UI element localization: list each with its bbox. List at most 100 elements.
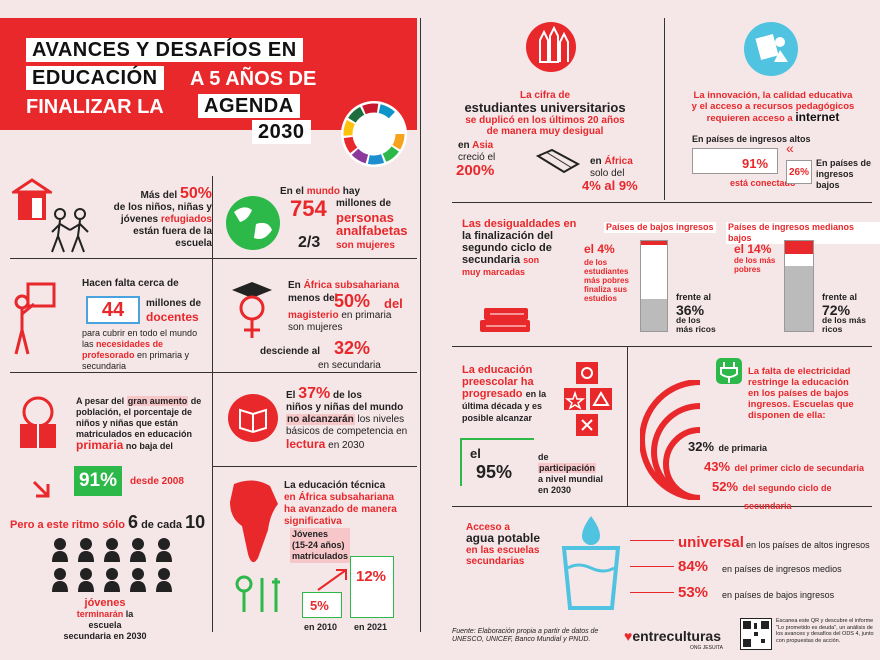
title-line4: 2030 (252, 120, 311, 144)
divider (452, 346, 872, 347)
preschool-text: de (538, 452, 549, 462)
teachers-t3: docentes (146, 310, 199, 324)
teachers-desc: para cubrir en todo el mundo las necesid… (82, 328, 210, 372)
tech-bar-2010 (302, 592, 342, 618)
internet-t6: está conectado (730, 178, 796, 188)
primary-text: no baja del (125, 441, 173, 451)
footer-brand-text: entreculturas (632, 628, 722, 644)
africa-t3: menos del (288, 293, 338, 304)
university-text: creció el (458, 152, 496, 163)
secondary-low-title: Países de bajos ingresos (604, 222, 716, 233)
refugees-pct: 50% (179, 185, 212, 202)
title-line1: AVANCES Y DESAFÍOS EN (26, 38, 303, 62)
technical-text: (15-24 años) (292, 540, 345, 550)
tech-bar-2021 (350, 555, 394, 618)
africa-t4: del (384, 296, 403, 311)
preschool-text: La educación (462, 364, 533, 376)
person-icon (128, 536, 148, 562)
primary-text: de cada (141, 519, 183, 531)
technical-text: La (284, 480, 296, 491)
technical-text: Jóvenes (292, 529, 329, 539)
internet-text: bajos (816, 180, 840, 190)
qr-code-icon[interactable] (740, 618, 772, 650)
arrow-down-icon (32, 480, 50, 498)
primary-number: 6 (128, 512, 139, 532)
water-l1: en los países de altos ingresos (746, 540, 870, 550)
water-glass-icon (561, 516, 621, 610)
electricity-row3: 52% del segundo ciclo de secundaria (712, 478, 832, 514)
trend-arrow-icon (317, 569, 347, 591)
africa-text: en primaria (341, 310, 392, 321)
preschool-text: última década y es (462, 401, 543, 411)
university-pct: 200% (456, 162, 495, 179)
reading-pct: 37% (298, 385, 331, 402)
footer-source: Fuente: Elaboración propia a partir de d… (452, 628, 599, 643)
university-text: en (458, 140, 470, 151)
building-blocks-icon (564, 362, 612, 436)
secondary-low-rich-t1: frente al (676, 292, 712, 302)
secondary-text: segundo ciclo de (462, 242, 552, 254)
chevron-left-icon: « (786, 140, 794, 156)
teachers-t1: Hacen falta cerca de (82, 278, 179, 289)
technical-text: educación técnica (298, 480, 386, 491)
person-icon (154, 536, 174, 562)
electricity-text: electricidad (797, 366, 851, 377)
africa-teachers-text: En África subsahariana (288, 280, 414, 292)
teachers-text: en primaria y (137, 350, 190, 360)
secondary-low-rich-fill (641, 298, 667, 331)
preschool-text: ha (520, 376, 534, 388)
university-africa: en África solo del (590, 156, 633, 180)
internet-text: ingresos (816, 169, 854, 179)
secondary-text: son (523, 255, 540, 265)
reading-text: los niveles (357, 414, 405, 425)
africa-line: magisterio en primaria (288, 310, 391, 322)
secondary-text: la finalización del (462, 230, 554, 242)
reading-text: de los (333, 390, 362, 401)
electricity-row2: 43% del primer ciclo de secundaria (704, 458, 864, 476)
primary-text: primaria (76, 438, 124, 452)
primary-text: la escuela (88, 609, 134, 630)
tech-y1: en 2010 (304, 622, 338, 632)
university-text: de manera muy desigual (486, 126, 604, 137)
water-line (630, 540, 674, 541)
water-l3: en países de bajos ingresos (722, 590, 835, 600)
water-w3: 53% (678, 584, 709, 601)
secondary-mid-rich: 72% (822, 302, 851, 318)
title-line2b: A 5 AÑOS DE (190, 68, 317, 90)
illiterate-frac: 2/3 (298, 234, 321, 251)
secondary-mid-rich-t1: frente al (822, 292, 858, 302)
preschool-text: participación (538, 463, 597, 473)
africa-text: África subsahariana (303, 280, 400, 291)
teachers-text: necesidades de (96, 339, 164, 349)
primary-pct: 91% (74, 466, 122, 496)
primary-text: A pesar del (76, 396, 125, 406)
tools-icon (235, 575, 280, 612)
title-line3b: AGENDA (198, 94, 300, 118)
divider (212, 466, 417, 467)
title-line2a: EDUCACIÓN (26, 66, 164, 90)
illiterate-text: mundo (306, 186, 341, 197)
electricity-label: del primer ciclo de secundaria (734, 463, 865, 473)
university-asia: en Asia creció el (458, 140, 495, 164)
plug-icon (716, 358, 742, 384)
secondary-mid-title: Países de ingresos medianos bajos (726, 222, 880, 244)
africa-t7: son mujeres (288, 322, 343, 333)
water-line (630, 566, 674, 567)
university-text: La cifra de (519, 90, 571, 101)
university-text: en (590, 156, 602, 167)
internet-text: internet (795, 110, 840, 124)
pencils-icon (526, 22, 576, 72)
person-computer-icon (744, 22, 798, 76)
person-icon (128, 566, 148, 592)
technical-text: avanzado de manera (298, 504, 397, 515)
internet-pct2: 26% (786, 160, 812, 184)
teachers-num: 44 (86, 296, 140, 324)
tech-v2: 12% (356, 568, 387, 585)
internet-text: requieren acceso a (706, 113, 793, 124)
internet-title: La innovación, la calidad educativa y el… (668, 90, 878, 124)
preschool-text: en 2030 (538, 485, 572, 495)
internet-text: En países de (816, 158, 872, 168)
book-icon (228, 394, 278, 442)
secondary-low-rich: 36% (676, 302, 705, 318)
refugees-text: refugiados (160, 214, 212, 225)
